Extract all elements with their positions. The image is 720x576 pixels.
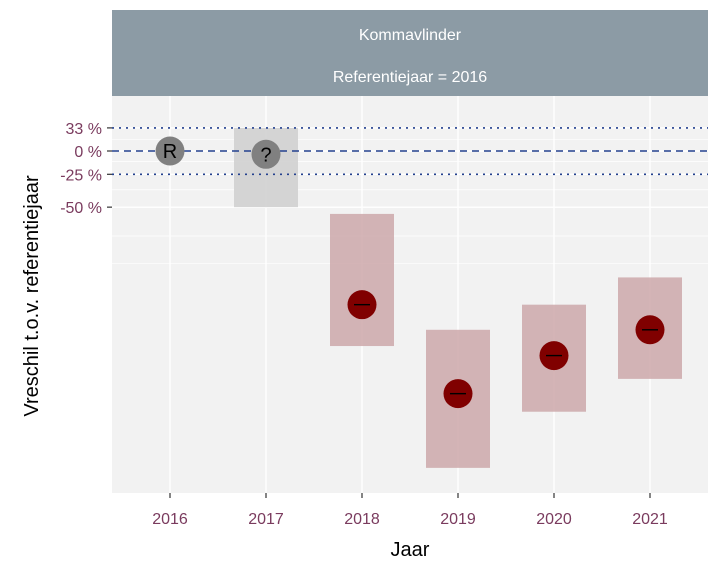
x-tick-label: 2019 [440,511,476,528]
x-axis-title: Jaar [391,539,430,561]
confidence-intervals [234,127,682,468]
x-tick-label: 2018 [344,511,380,528]
estimate-point-2016 [155,136,185,166]
y-tick-label: -50 % [60,200,102,217]
reference-lines [112,127,708,176]
estimate-point-2017 [251,139,281,169]
y-tick-label: 0 % [74,144,102,161]
y-tick-label: -25 % [60,167,102,184]
facet-subtitle: Referentiejaar = 2016 [333,69,487,86]
ci-box-2018 [330,213,394,347]
x-axis-ticks: 2016 2017 2018 2019 2020 2021 [152,493,668,528]
estimate-points: R? [155,136,665,409]
x-tick-label: 2020 [536,511,572,528]
y-tick-label: 33 % [66,121,102,138]
y-axis-ticks: 33 % 0 % -25 % -50 % [60,121,112,217]
y-axis-title: Vreschil t.o.v. referentiejaar [21,175,43,417]
x-tick-label: 2016 [152,511,188,528]
strip-background [112,10,708,96]
plot-panel [112,96,708,493]
x-tick-label: 2021 [632,511,668,528]
facet-title: Kommavlinder [359,27,462,44]
symbol-label-2017: ? [260,144,271,166]
symbol-label-2016: R [163,141,177,163]
x-tick-label: 2017 [248,511,284,528]
